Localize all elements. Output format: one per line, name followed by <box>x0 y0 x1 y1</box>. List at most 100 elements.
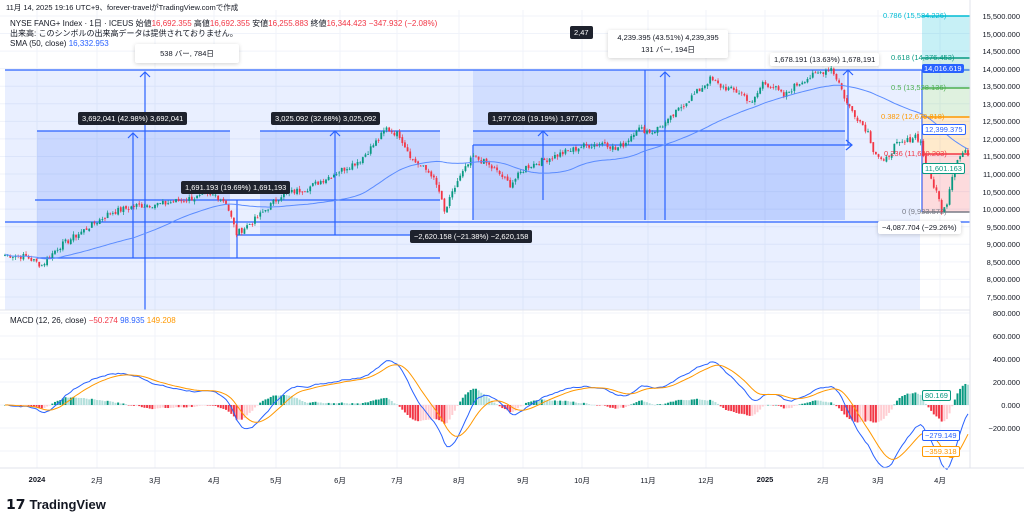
candle-body <box>898 141 901 143</box>
candle-body <box>106 212 109 219</box>
candle-body <box>64 239 67 242</box>
candle-body <box>906 138 909 142</box>
chart-canvas[interactable] <box>0 0 1024 470</box>
candle-body <box>525 165 527 173</box>
macd-hist-bar <box>190 405 193 408</box>
macd-hist-bar <box>640 400 643 405</box>
macd-hist-bar <box>806 402 809 405</box>
candle-body <box>935 187 938 191</box>
macd-hist-bar <box>135 405 138 406</box>
candle-body <box>656 126 659 133</box>
candles <box>4 65 969 268</box>
macd-legend[interactable]: MACD (12, 26, close) −50.274 98.935 149.… <box>10 316 176 325</box>
candle <box>493 165 496 169</box>
sma-legend[interactable]: SMA (50, close) 16,332.953 <box>10 39 109 48</box>
candle-body <box>788 91 790 93</box>
candle <box>546 157 548 164</box>
macd-hist-bar <box>288 395 291 405</box>
candle-body <box>375 140 377 146</box>
macd-hist-bar <box>840 405 843 412</box>
candle <box>319 179 322 185</box>
macd-hist-bar <box>501 405 504 409</box>
macd-hist-bar <box>938 405 941 419</box>
candle <box>743 92 746 97</box>
candle-body <box>582 143 585 148</box>
candle <box>9 254 12 259</box>
candle-body <box>846 98 848 104</box>
macd-hist-bar <box>945 405 948 420</box>
candle-body <box>90 221 93 228</box>
macd-hist-bar <box>748 405 751 416</box>
candle <box>146 203 148 209</box>
candle-body <box>43 264 46 266</box>
candle <box>119 206 122 213</box>
candle <box>761 80 764 91</box>
candle-body <box>496 167 498 171</box>
macd-hist-bar <box>275 395 278 405</box>
candle-body <box>238 228 241 235</box>
candle <box>83 229 85 235</box>
macd-hist-bar <box>411 405 414 420</box>
candle-body <box>327 176 330 181</box>
macd-hist-bar <box>290 396 293 405</box>
macd-hist-bar <box>838 405 841 409</box>
macd-hist-bar <box>872 405 875 423</box>
macd-hist-bar <box>848 405 851 420</box>
candle <box>590 143 593 150</box>
macd-hist-bar <box>217 405 220 408</box>
candle <box>806 77 809 84</box>
tv-logo-icon: 𝟭𝟳 <box>6 496 26 512</box>
candle-body <box>275 199 277 202</box>
candle <box>475 155 477 158</box>
candle <box>38 261 41 268</box>
candle <box>682 103 685 110</box>
candle <box>125 205 127 210</box>
candle-body <box>325 179 327 184</box>
candle <box>651 130 654 135</box>
macd-hist-bar <box>706 400 709 405</box>
candle <box>861 120 864 126</box>
macd-hist-bar <box>46 405 49 407</box>
candle <box>601 141 604 147</box>
candle <box>256 215 259 219</box>
macd-hist-bar <box>461 397 464 405</box>
caption: 11月 14, 2025 19:16 UTC+9、forever-travelが… <box>6 3 239 12</box>
candle <box>33 258 35 262</box>
candle <box>648 129 651 134</box>
macd-hist-bar <box>148 405 151 409</box>
candle <box>951 174 954 192</box>
macd-hist-bar <box>793 405 796 407</box>
candle-body <box>177 198 180 202</box>
candle-body <box>617 147 619 151</box>
macd-hist-bar <box>803 403 806 405</box>
candle-body <box>296 188 298 194</box>
macd-hist-bar <box>169 405 172 408</box>
macd-hist-bar <box>401 405 404 410</box>
candle-body <box>159 203 162 204</box>
macd-hist-bar <box>38 405 41 408</box>
symbol-title[interactable]: NYSE FANG+ Index · 1日 · ICEUS <box>10 19 134 28</box>
candle-body <box>730 86 733 89</box>
candle-body <box>183 200 185 202</box>
candle <box>380 131 383 140</box>
candle <box>882 157 885 162</box>
candle <box>853 110 856 120</box>
tradingview-logo[interactable]: 𝟭𝟳 TradingView <box>6 496 106 513</box>
candle <box>543 157 546 161</box>
candle-body <box>943 207 946 212</box>
macd-hist-bar <box>774 404 777 406</box>
macd-hist-bar <box>75 397 78 405</box>
measure-label-1: 3,692,041 (42.98%) 3,692,041 <box>78 112 188 125</box>
candle-body <box>625 143 627 146</box>
candle <box>238 228 241 235</box>
candle <box>922 139 925 158</box>
macd-hist-bar <box>638 400 641 405</box>
macd-hist-bar <box>601 405 604 406</box>
candle-body <box>919 141 922 143</box>
macd-hist-bar <box>835 405 838 407</box>
candle-body <box>593 144 596 147</box>
macd-hist-bar <box>301 401 304 405</box>
price-axis-label: 14,500.000 <box>982 47 1020 57</box>
macd-hist-bar <box>732 405 735 412</box>
candle <box>359 161 362 165</box>
